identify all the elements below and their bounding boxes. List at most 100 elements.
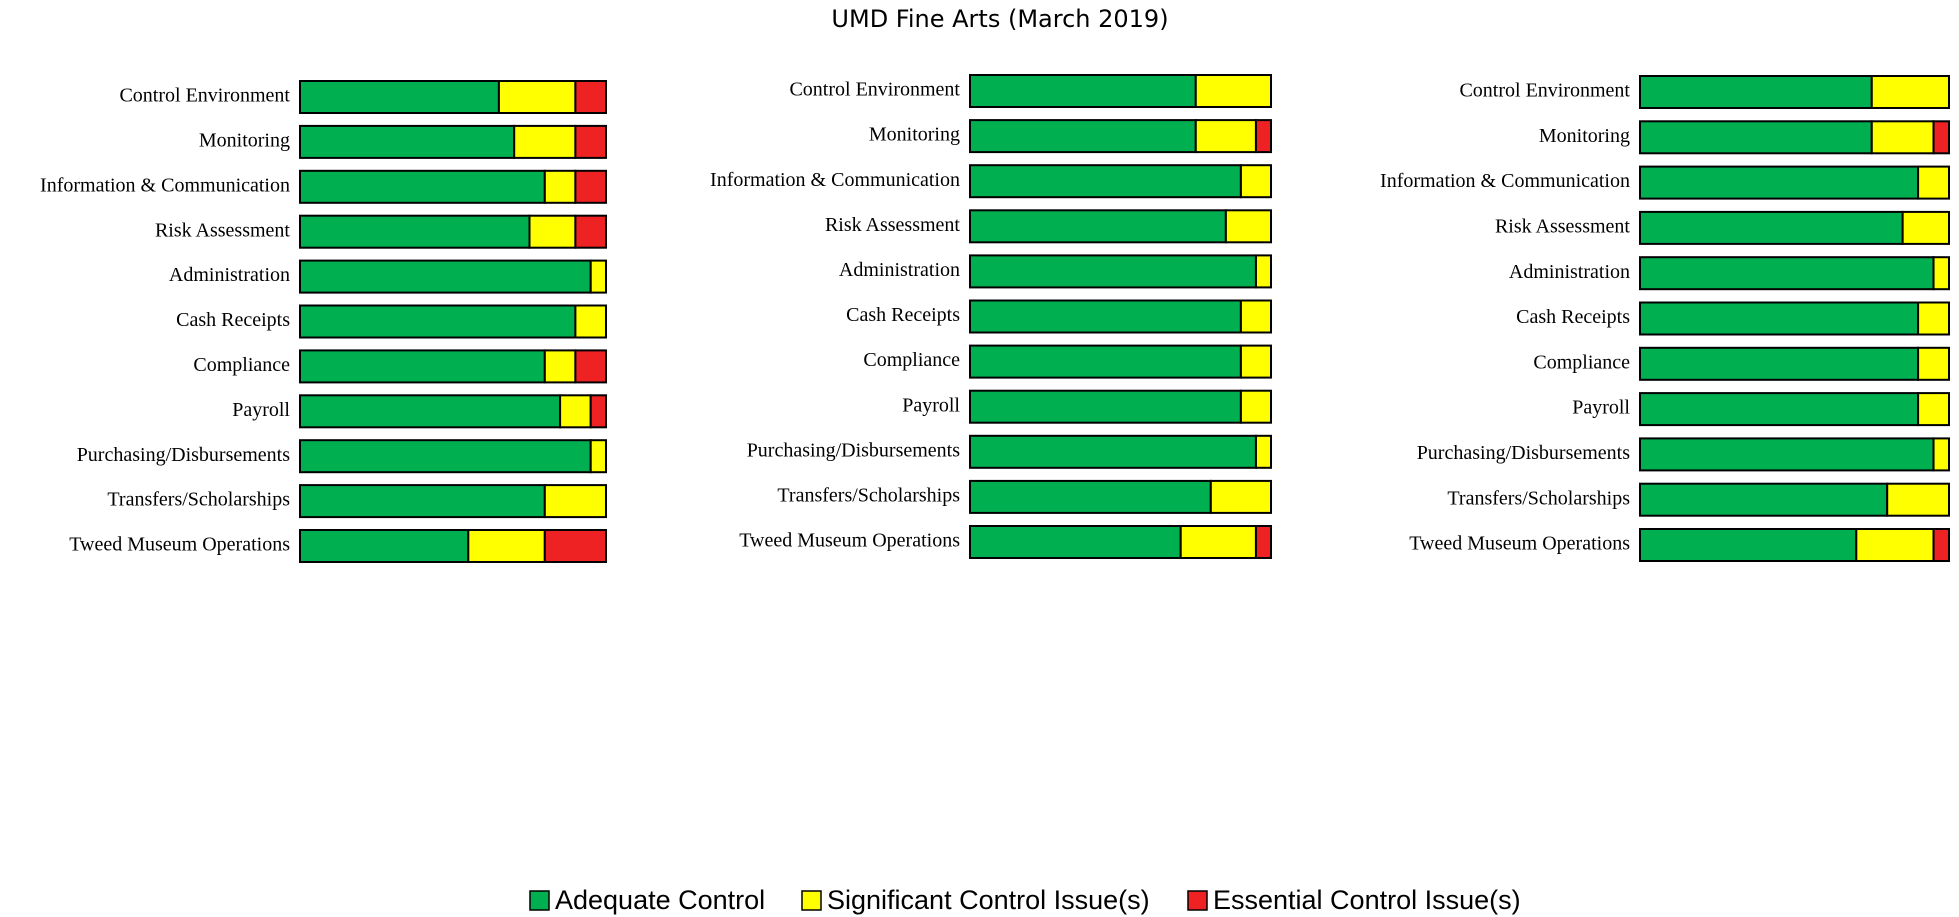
legend-swatch bbox=[529, 890, 550, 911]
category-label: Administration bbox=[839, 259, 960, 281]
bar-segment bbox=[1917, 301, 1950, 336]
bar-segment bbox=[1901, 210, 1951, 245]
category-label: Risk Assessment bbox=[825, 214, 960, 236]
bar-segment bbox=[574, 349, 608, 384]
bar-segment bbox=[299, 169, 546, 204]
bar-segment bbox=[543, 349, 577, 384]
bar-segment bbox=[543, 169, 577, 204]
bar-segment bbox=[1639, 165, 1920, 200]
category-label: Tweed Museum Operations bbox=[69, 534, 290, 556]
category-label: Cash Receipts bbox=[846, 304, 960, 326]
bar-segment bbox=[1932, 437, 1951, 472]
bar-segment bbox=[969, 164, 1242, 199]
bar-segment bbox=[299, 124, 516, 159]
category-label: Risk Assessment bbox=[1495, 215, 1630, 237]
bar-segment bbox=[574, 80, 608, 114]
bar-segment bbox=[1639, 210, 1904, 245]
bar-segment bbox=[1179, 525, 1257, 559]
bar-segment bbox=[969, 209, 1227, 244]
bar-segment bbox=[1224, 209, 1272, 244]
bar-segment bbox=[299, 394, 562, 429]
bar-segment bbox=[1870, 120, 1935, 155]
category-label: Purchasing/Disbursements bbox=[77, 444, 291, 466]
bar-segment bbox=[1209, 479, 1273, 514]
bar-segment bbox=[1239, 389, 1273, 424]
bar-segment bbox=[1239, 344, 1273, 379]
bar-segment bbox=[574, 124, 608, 159]
category-label: Control Environment bbox=[789, 79, 960, 101]
bar-segment bbox=[1932, 256, 1951, 291]
bar-segment bbox=[574, 214, 608, 249]
bar-segment bbox=[299, 349, 546, 384]
bar-segment bbox=[969, 254, 1257, 289]
bar-segment bbox=[1870, 75, 1950, 109]
bar-segment bbox=[299, 529, 470, 563]
bar-segment bbox=[969, 389, 1242, 424]
bar-segment bbox=[589, 394, 608, 429]
category-label: Payroll bbox=[902, 394, 960, 416]
bar-segment bbox=[1639, 120, 1873, 155]
category-label: Compliance bbox=[863, 349, 960, 371]
bar-segment bbox=[299, 484, 546, 519]
bar-segment bbox=[513, 124, 577, 159]
category-label: Transfers/Scholarships bbox=[107, 489, 290, 511]
category-label: Cash Receipts bbox=[1516, 306, 1630, 328]
bar-segment bbox=[543, 529, 607, 563]
bar-segment bbox=[969, 525, 1182, 559]
legend-label: Significant Control Issue(s) bbox=[827, 885, 1150, 915]
category-label: Tweed Museum Operations bbox=[1409, 533, 1630, 555]
category-label: Control Environment bbox=[1459, 80, 1630, 102]
bar-segment bbox=[1639, 528, 1858, 562]
bar-segment bbox=[1917, 392, 1950, 427]
bar-segment bbox=[1254, 254, 1272, 289]
category-label: Control Environment bbox=[119, 85, 290, 107]
bar-segment bbox=[559, 394, 592, 429]
bar-segment bbox=[467, 529, 546, 563]
category-label: Administration bbox=[169, 264, 290, 286]
bar-segment bbox=[969, 74, 1197, 108]
bar-segment bbox=[589, 439, 608, 474]
bar-segment bbox=[1855, 528, 1935, 562]
bar-segment bbox=[969, 299, 1242, 334]
bar-segment bbox=[528, 214, 577, 249]
category-label: Purchasing/Disbursements bbox=[747, 439, 961, 461]
bar-segment bbox=[1886, 482, 1950, 517]
category-label: Information & Communication bbox=[40, 174, 290, 196]
bar-segment bbox=[299, 304, 577, 339]
category-label: Monitoring bbox=[869, 124, 960, 146]
bar-segment bbox=[1639, 301, 1920, 336]
bar-segment bbox=[497, 80, 577, 114]
bar-segment bbox=[1239, 299, 1273, 334]
bar-segment bbox=[1932, 120, 1951, 155]
bar-segment bbox=[1254, 434, 1272, 469]
bar-segment bbox=[1917, 346, 1950, 381]
bar-segment bbox=[969, 119, 1197, 154]
category-label: Risk Assessment bbox=[155, 219, 290, 241]
bar-segment bbox=[969, 344, 1242, 379]
category-label: Information & Communication bbox=[710, 169, 960, 191]
bar-segment bbox=[574, 169, 608, 204]
bar-segment bbox=[1917, 165, 1950, 200]
bar-segment bbox=[969, 479, 1212, 514]
legend-label: Essential Control Issue(s) bbox=[1213, 885, 1521, 915]
bar-segment bbox=[1639, 392, 1920, 427]
category-label: Purchasing/Disbursements bbox=[1417, 442, 1631, 464]
bar-segment bbox=[1254, 525, 1272, 559]
bar-segment bbox=[1639, 437, 1935, 472]
bar-segment bbox=[1639, 75, 1873, 109]
category-label: Cash Receipts bbox=[176, 309, 290, 331]
category-label: Payroll bbox=[232, 399, 290, 421]
legend-swatch bbox=[801, 890, 822, 911]
category-label: Compliance bbox=[193, 354, 290, 376]
legend-label: Adequate Control bbox=[555, 885, 765, 915]
category-label: Transfers/Scholarships bbox=[777, 484, 960, 506]
legend-swatch bbox=[1187, 890, 1208, 911]
category-label: Monitoring bbox=[199, 129, 290, 151]
bar-segment bbox=[589, 259, 608, 294]
bar-segment bbox=[574, 304, 608, 339]
bar-segment bbox=[543, 484, 607, 519]
category-label: Compliance bbox=[1533, 351, 1630, 373]
category-label: Monitoring bbox=[1539, 125, 1630, 147]
bar-segment bbox=[1932, 528, 1951, 562]
category-label: Information & Communication bbox=[1380, 170, 1630, 192]
